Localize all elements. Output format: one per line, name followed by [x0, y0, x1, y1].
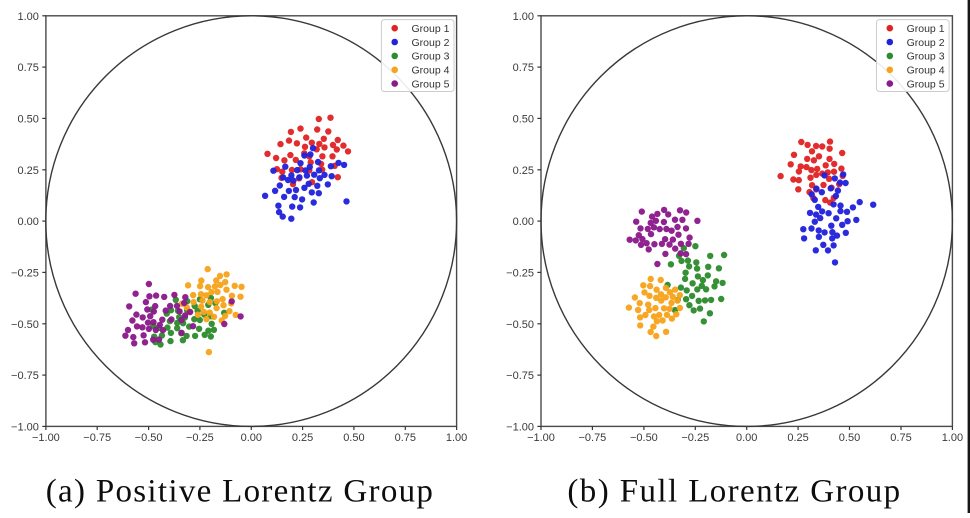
svg-text:Group 5: Group 5 [907, 78, 945, 90]
svg-text:−0.75: −0.75 [11, 370, 39, 382]
svg-text:Group 5: Group 5 [412, 78, 450, 90]
svg-text:0.75: 0.75 [395, 432, 416, 444]
svg-text:−0.50: −0.50 [630, 432, 658, 444]
svg-text:1.00: 1.00 [513, 11, 534, 23]
svg-text:Group 4: Group 4 [907, 65, 945, 77]
svg-text:0.25: 0.25 [787, 432, 808, 444]
svg-text:−0.75: −0.75 [578, 432, 606, 444]
svg-text:0.50: 0.50 [839, 432, 860, 444]
svg-text:Group 3: Group 3 [907, 51, 945, 63]
svg-text:Group 2: Group 2 [907, 37, 945, 49]
svg-text:Group 1: Group 1 [412, 23, 450, 35]
svg-text:0.00: 0.00 [513, 216, 534, 228]
svg-text:−1.00: −1.00 [11, 421, 39, 433]
svg-text:1.00: 1.00 [17, 11, 38, 23]
svg-text:−1.00: −1.00 [506, 421, 534, 433]
svg-text:Group 2: Group 2 [412, 37, 450, 49]
svg-text:0.25: 0.25 [513, 165, 534, 177]
svg-text:−0.75: −0.75 [506, 370, 534, 382]
svg-text:0.00: 0.00 [736, 432, 757, 444]
svg-text:Group 4: Group 4 [412, 65, 450, 77]
svg-text:Group 1: Group 1 [907, 23, 945, 35]
svg-text:−0.50: −0.50 [506, 319, 534, 331]
svg-text:Group 3: Group 3 [412, 51, 450, 63]
svg-text:1.00: 1.00 [446, 432, 467, 444]
svg-text:−0.50: −0.50 [135, 432, 163, 444]
svg-text:−0.25: −0.25 [681, 432, 709, 444]
svg-text:0.50: 0.50 [343, 432, 364, 444]
svg-text:0.50: 0.50 [513, 113, 534, 125]
svg-text:−0.25: −0.25 [186, 432, 214, 444]
svg-text:0.00: 0.00 [241, 432, 262, 444]
svg-text:0.25: 0.25 [292, 432, 313, 444]
svg-text:−1.00: −1.00 [527, 432, 555, 444]
svg-text:−0.50: −0.50 [11, 319, 39, 331]
svg-text:0.25: 0.25 [17, 165, 38, 177]
svg-text:−1.00: −1.00 [32, 432, 60, 444]
svg-text:(a) Positive Lorentz Group: (a) Positive Lorentz Group [46, 474, 434, 510]
svg-text:0.00: 0.00 [17, 216, 38, 228]
svg-text:0.75: 0.75 [513, 62, 534, 74]
svg-text:(b) Full Lorentz Group: (b) Full Lorentz Group [567, 474, 901, 510]
svg-text:1.00: 1.00 [942, 432, 963, 444]
svg-text:0.50: 0.50 [17, 113, 38, 125]
svg-text:0.75: 0.75 [17, 62, 38, 74]
svg-text:−0.25: −0.25 [506, 267, 534, 279]
svg-text:−0.25: −0.25 [11, 267, 39, 279]
svg-text:−0.75: −0.75 [83, 432, 111, 444]
svg-text:0.75: 0.75 [890, 432, 911, 444]
